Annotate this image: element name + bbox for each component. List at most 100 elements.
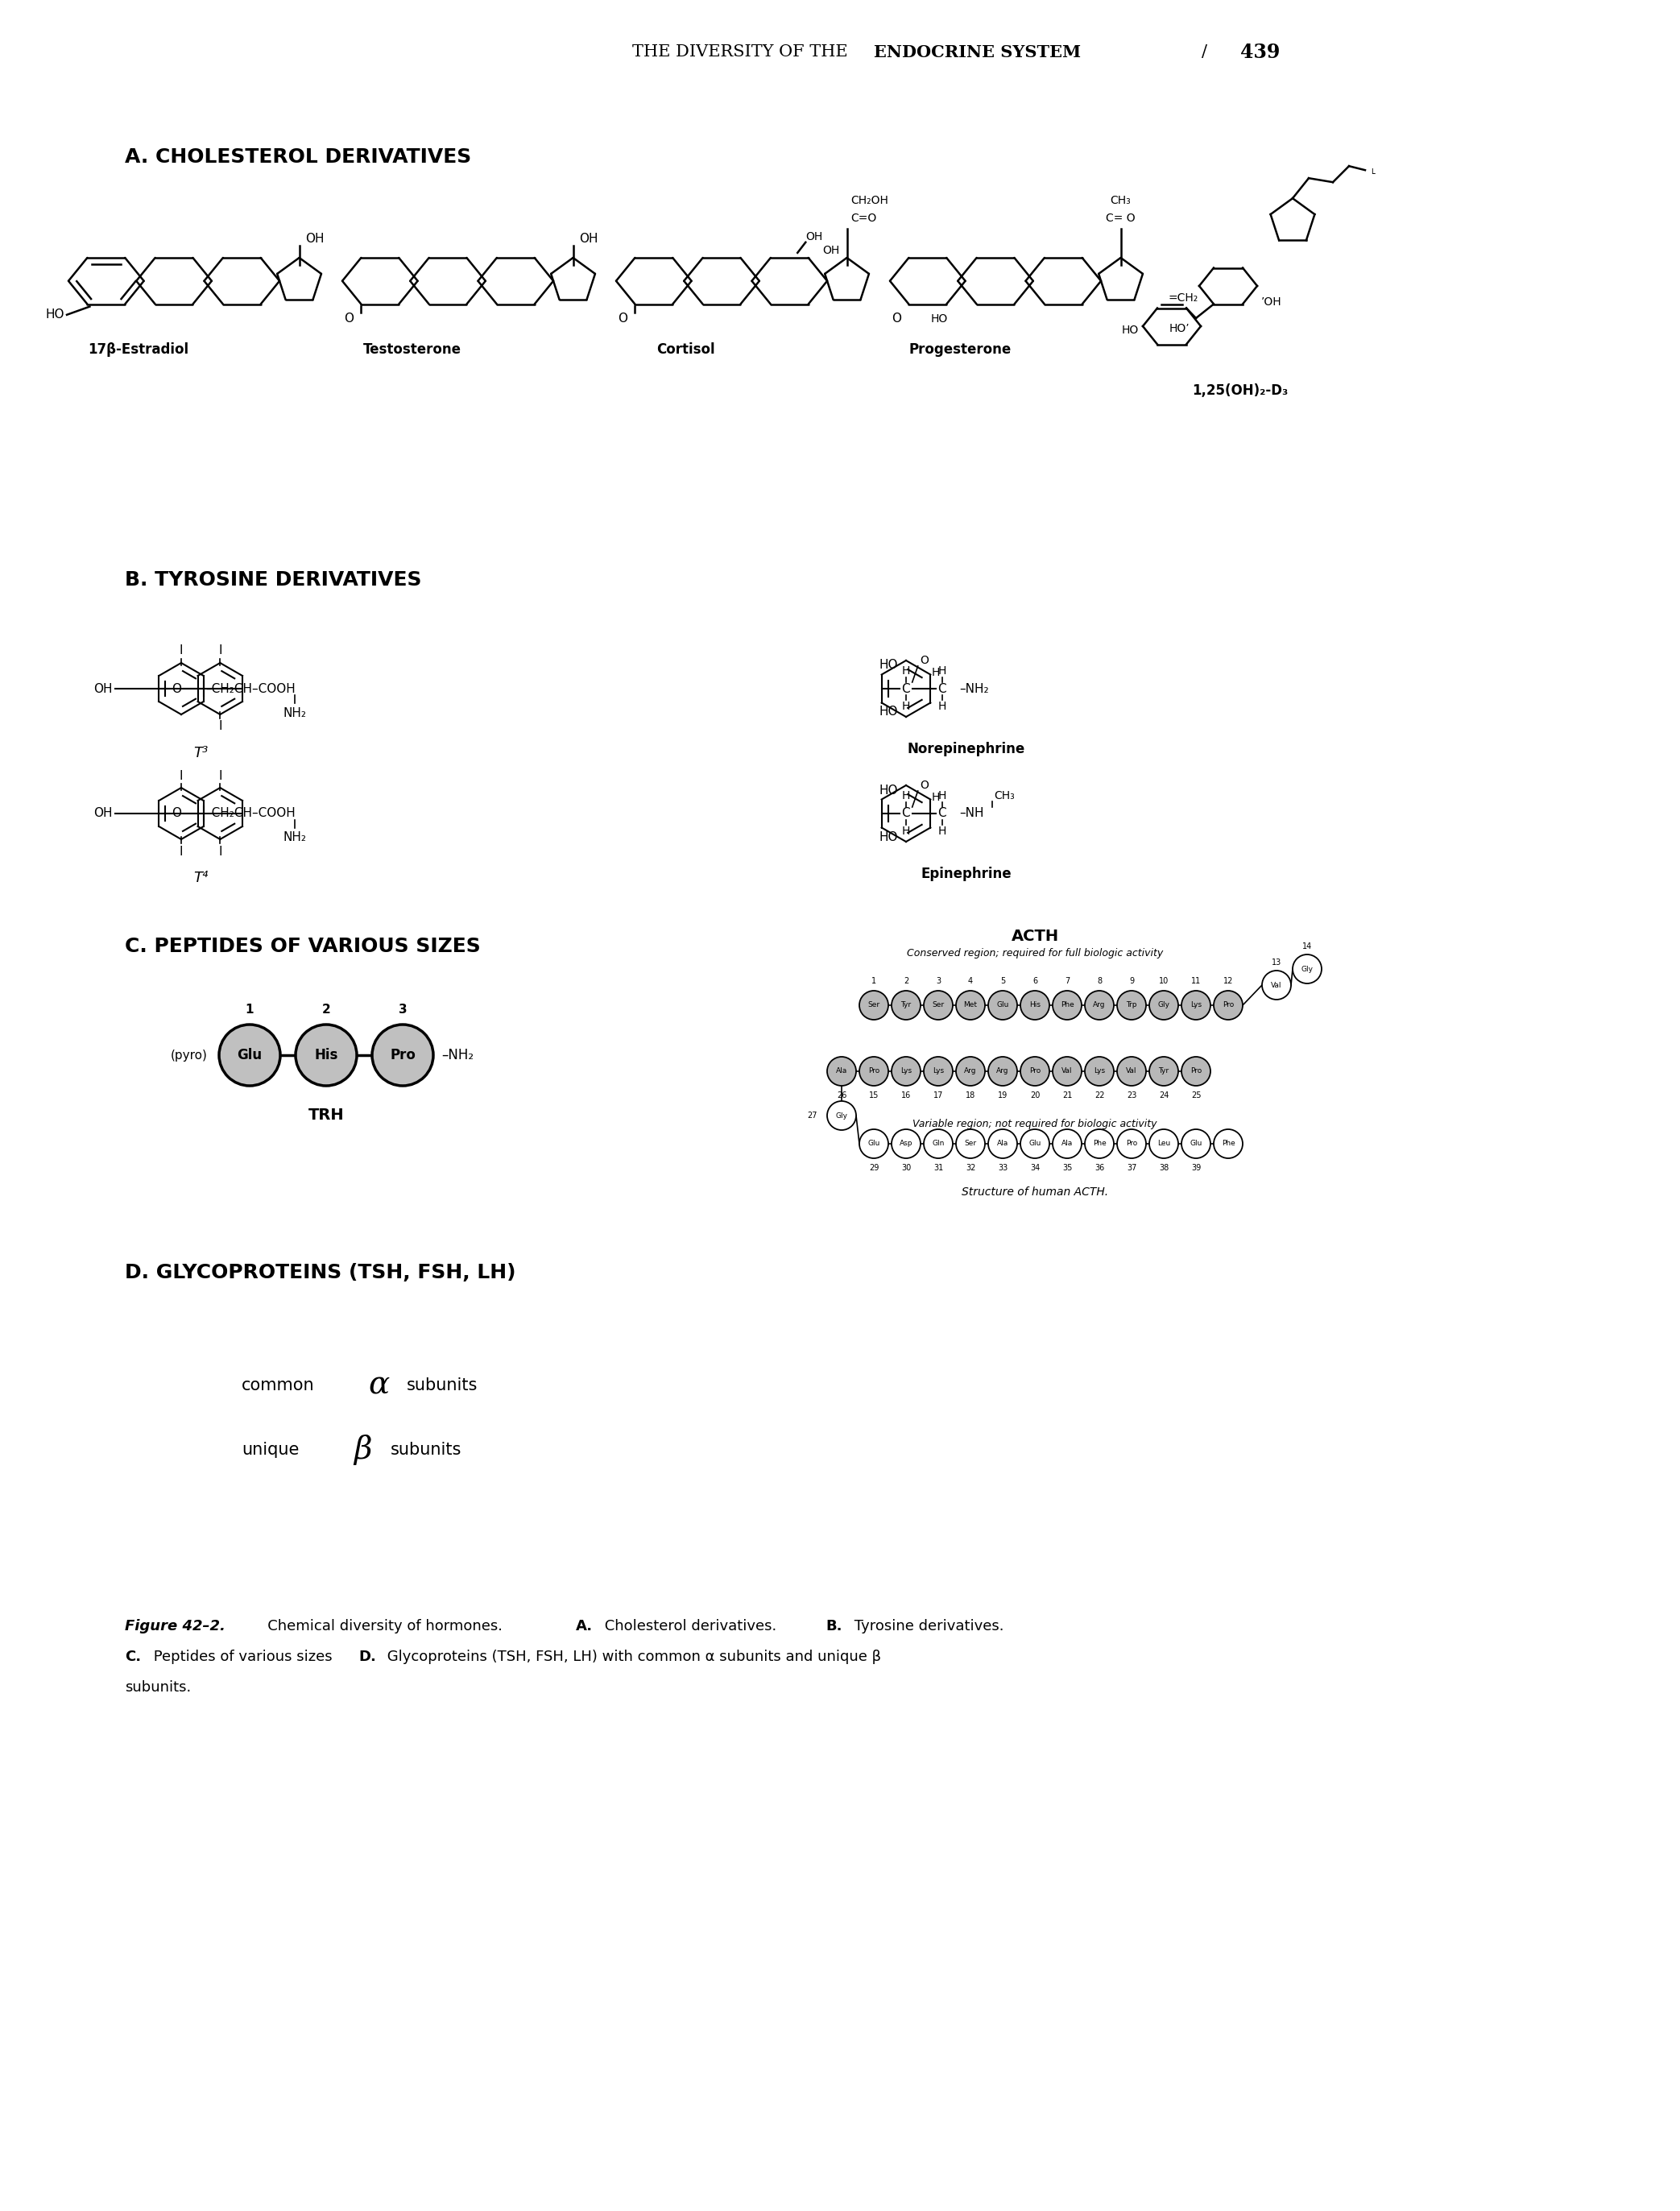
Text: –CH₂CH–COOH: –CH₂CH–COOH (207, 683, 296, 694)
Text: 17: 17 (934, 1092, 942, 1099)
Text: D.: D. (358, 1649, 376, 1665)
Circle shape (956, 1130, 984, 1159)
Text: Ala: Ala (1062, 1141, 1074, 1148)
Text: 33: 33 (998, 1163, 1008, 1172)
Text: 24: 24 (1159, 1092, 1169, 1099)
Text: ENDOCRINE SYSTEM: ENDOCRINE SYSTEM (874, 44, 1080, 60)
Text: Gly: Gly (1300, 966, 1314, 973)
Text: O: O (171, 807, 181, 820)
Text: I: I (218, 646, 222, 657)
Text: CH₃: CH₃ (995, 789, 1015, 800)
Text: Conserved region; required for full biologic activity: Conserved region; required for full biol… (907, 949, 1163, 957)
Circle shape (1085, 1130, 1114, 1159)
Text: 2: 2 (904, 977, 909, 986)
Text: └: └ (1369, 170, 1374, 179)
Text: B.: B. (825, 1618, 842, 1634)
Text: H: H (937, 701, 946, 712)
Text: Val: Val (1062, 1068, 1072, 1075)
Text: C.: C. (124, 1649, 141, 1665)
Circle shape (1149, 1130, 1178, 1159)
Text: OH: OH (94, 683, 113, 694)
Text: 18: 18 (966, 1092, 976, 1099)
Text: C: C (937, 683, 946, 694)
Text: 8: 8 (1097, 977, 1102, 986)
Text: Cholesterol derivatives.: Cholesterol derivatives. (600, 1618, 781, 1634)
Text: O: O (921, 654, 929, 666)
Text: Arg: Arg (964, 1068, 976, 1075)
Text: C: C (902, 807, 911, 820)
Text: HO: HO (879, 659, 899, 672)
Circle shape (1262, 971, 1290, 999)
Text: TRH: TRH (307, 1108, 344, 1123)
Text: Gln: Gln (932, 1141, 944, 1148)
Text: T³: T³ (193, 745, 208, 761)
Text: 7: 7 (1065, 977, 1070, 986)
Text: HO: HO (1122, 325, 1139, 336)
Text: =CH₂: =CH₂ (1168, 292, 1198, 303)
Text: 10: 10 (1159, 977, 1169, 986)
Text: O: O (171, 683, 181, 694)
Text: 20: 20 (1030, 1092, 1040, 1099)
Circle shape (924, 1057, 953, 1086)
Text: I: I (218, 845, 222, 858)
Text: His: His (314, 1048, 338, 1063)
Text: NH₂: NH₂ (282, 831, 306, 845)
Text: 38: 38 (1159, 1163, 1169, 1172)
Text: A.: A. (576, 1618, 593, 1634)
Circle shape (1292, 955, 1322, 984)
Text: H: H (937, 825, 946, 838)
Text: common: common (242, 1377, 314, 1393)
Circle shape (1117, 991, 1146, 1019)
Circle shape (296, 1024, 356, 1086)
Text: Val: Val (1272, 982, 1282, 988)
Text: Lys: Lys (1094, 1068, 1105, 1075)
Text: ’OH: ’OH (1262, 296, 1282, 307)
Text: Trp: Trp (1126, 1002, 1137, 1008)
Circle shape (1149, 1057, 1178, 1086)
Text: D. GLYCOPROTEINS (TSH, FSH, LH): D. GLYCOPROTEINS (TSH, FSH, LH) (124, 1262, 516, 1282)
Text: Glu: Glu (1028, 1141, 1042, 1148)
Text: I: I (218, 769, 222, 783)
Text: 439: 439 (1240, 42, 1280, 62)
Circle shape (1020, 991, 1050, 1019)
Text: 11: 11 (1191, 977, 1201, 986)
Text: Glu: Glu (996, 1002, 1010, 1008)
Text: Glu: Glu (237, 1048, 262, 1063)
Text: Ala: Ala (996, 1141, 1008, 1148)
Text: I: I (180, 769, 183, 783)
Text: OH: OH (580, 232, 598, 245)
Text: (pyro): (pyro) (171, 1048, 208, 1061)
Text: Pro: Pro (1030, 1068, 1040, 1075)
Text: I: I (180, 646, 183, 657)
Circle shape (1020, 1057, 1050, 1086)
Text: 22: 22 (1094, 1092, 1104, 1099)
Circle shape (1053, 1130, 1082, 1159)
Text: O: O (892, 312, 902, 325)
Text: 36: 36 (1094, 1163, 1104, 1172)
Text: Progesterone: Progesterone (909, 343, 1011, 356)
Text: 35: 35 (1062, 1163, 1072, 1172)
Text: 1: 1 (872, 977, 877, 986)
Text: α: α (368, 1371, 390, 1400)
Text: Pro: Pro (1189, 1068, 1201, 1075)
Text: subunits: subunits (407, 1377, 477, 1393)
Text: I: I (218, 721, 222, 732)
Text: Cortisol: Cortisol (657, 343, 716, 356)
Circle shape (1213, 1130, 1243, 1159)
Circle shape (988, 1130, 1016, 1159)
Circle shape (892, 1057, 921, 1086)
Text: His: His (1030, 1002, 1040, 1008)
Text: 29: 29 (869, 1163, 879, 1172)
Text: C= O: C= O (1105, 212, 1136, 223)
Text: 26: 26 (837, 1092, 847, 1099)
Text: /: / (1201, 44, 1206, 60)
Circle shape (1085, 991, 1114, 1019)
Circle shape (988, 991, 1016, 1019)
Text: Tyrosine derivatives.: Tyrosine derivatives. (850, 1618, 1005, 1634)
Text: 34: 34 (1030, 1163, 1040, 1172)
Circle shape (1181, 1057, 1211, 1086)
Text: H: H (902, 666, 911, 677)
Circle shape (1117, 1057, 1146, 1086)
Text: –CH₂CH–COOH: –CH₂CH–COOH (207, 807, 296, 820)
Text: C: C (937, 807, 946, 820)
